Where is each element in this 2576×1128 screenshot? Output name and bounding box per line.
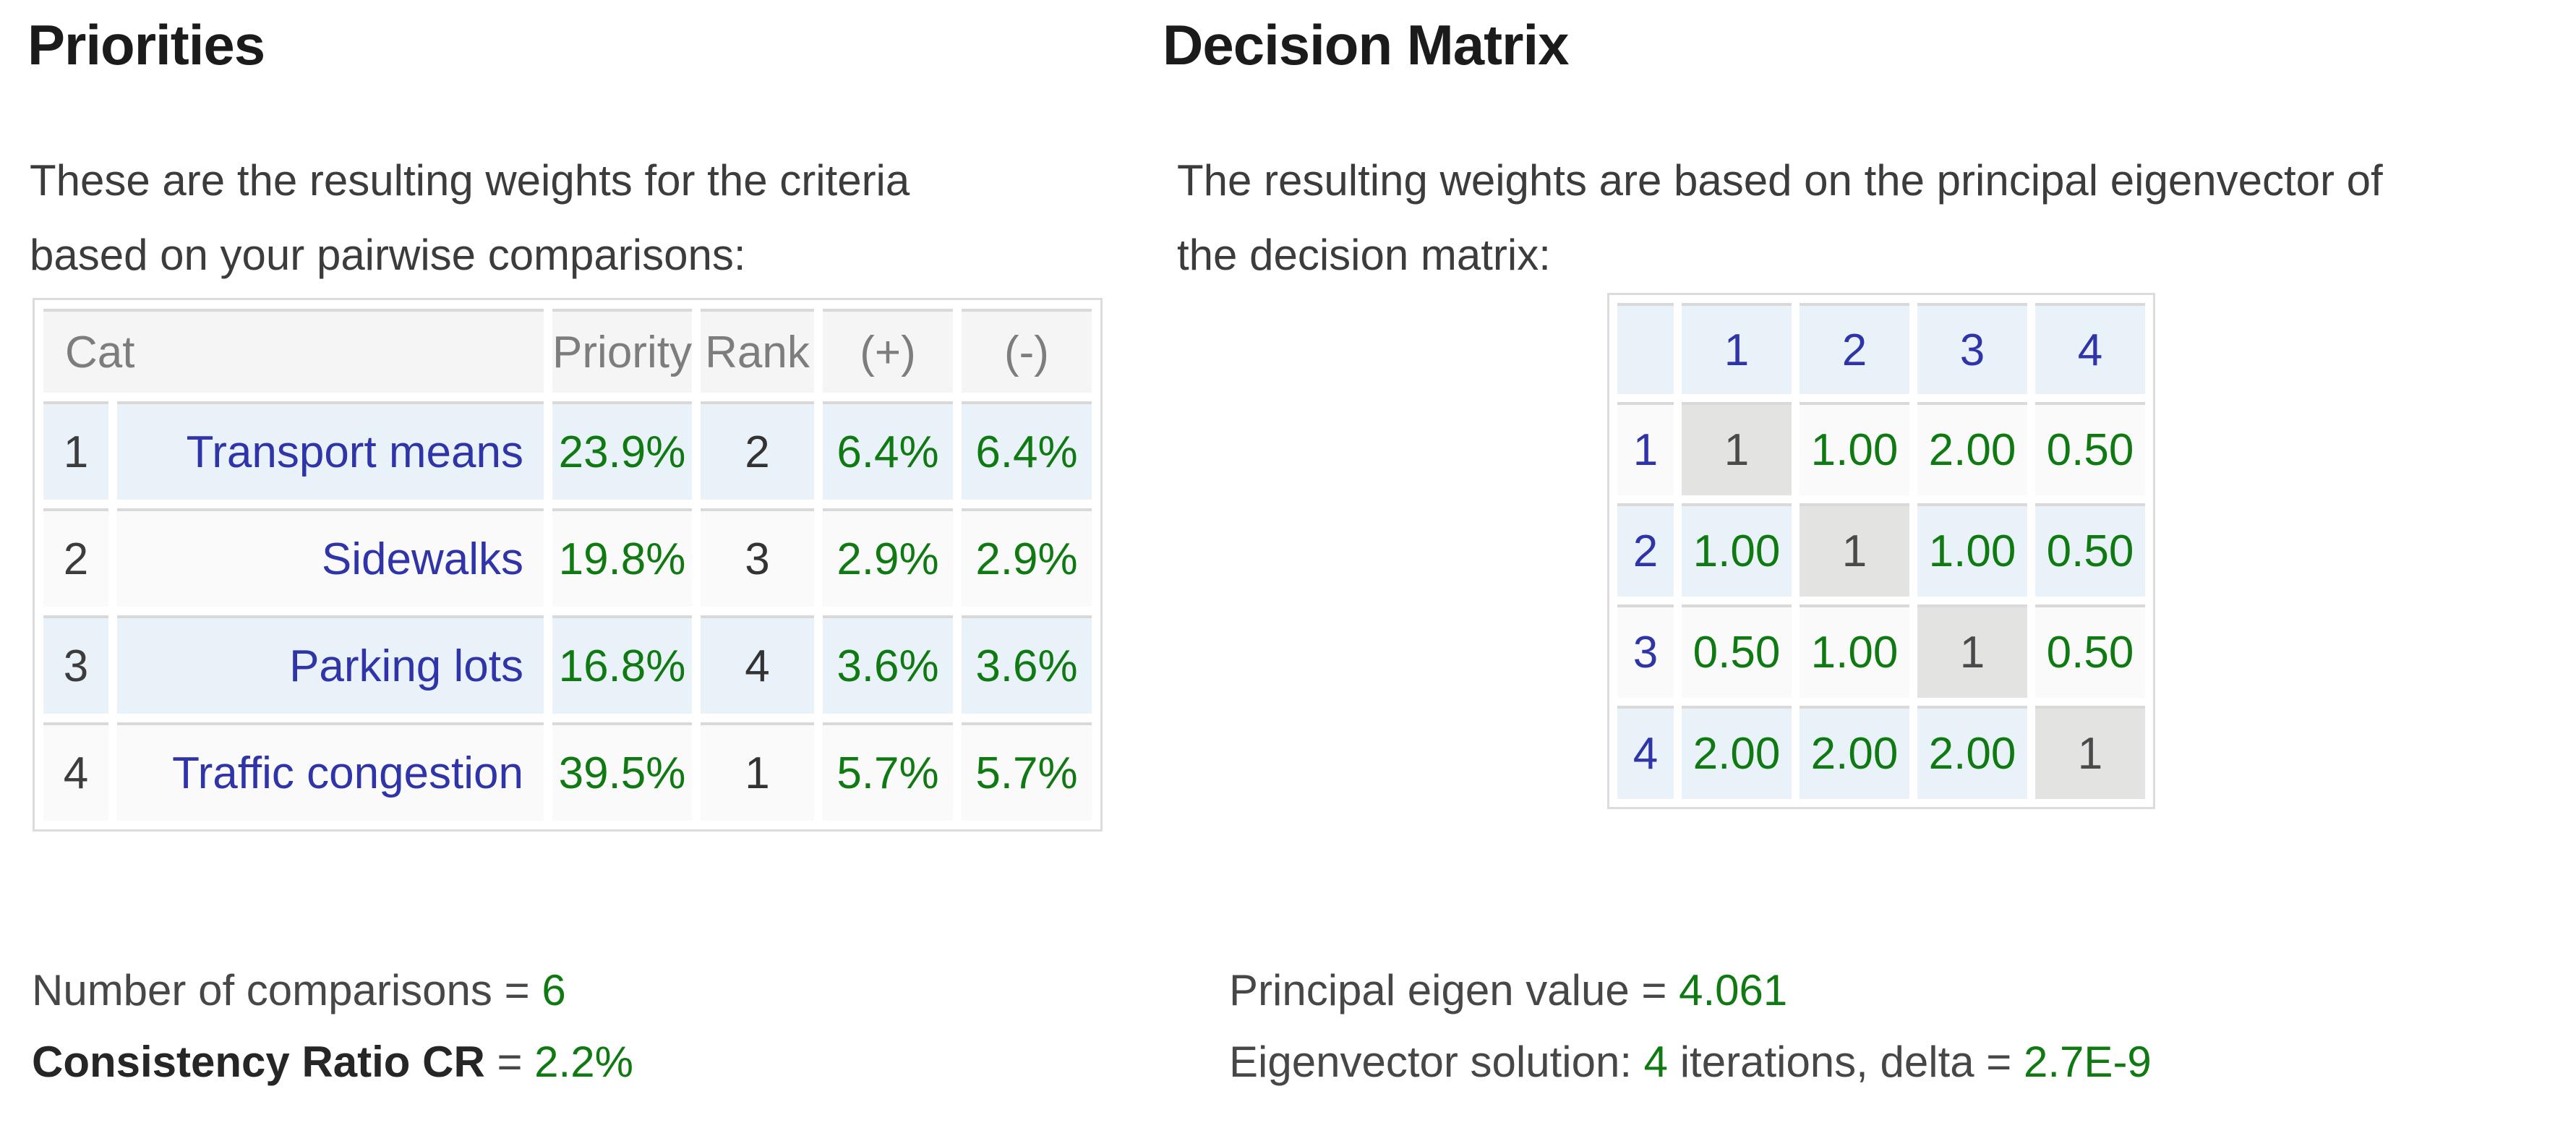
matrix-diagonal-cell: 1 (1917, 604, 2027, 698)
criterion-cell: Sidewalks (117, 508, 544, 607)
col-header-plus: (+) (823, 309, 953, 393)
matrix-cell: 0.50 (2035, 402, 2145, 495)
table-row: 1 Transport means 23.9% 2 6.4% 6.4% (43, 401, 1092, 500)
matrix-diagonal-cell: 1 (2035, 706, 2145, 799)
minus-value: 6.4% (962, 401, 1092, 500)
matrix-row: 2 1.00 1 1.00 0.50 (1617, 503, 2145, 597)
plus-value: 2.9% (823, 508, 953, 607)
criterion-link[interactable]: Parking lots (289, 641, 523, 691)
matrix-row: 3 0.50 1.00 1 0.50 (1617, 604, 2145, 698)
col-header-priority: Priority (552, 309, 692, 393)
equals-sign: = (504, 966, 530, 1014)
eigen-value-line: Principal eigen value = 4.061 (1229, 954, 2152, 1026)
eigenvector-solution-label: Eigenvector solution: (1229, 1038, 1632, 1086)
principal-eigen-value: 4.061 (1679, 966, 1788, 1014)
rank-badge: 4 (701, 615, 814, 714)
minus-value: 5.7% (962, 722, 1092, 821)
matrix-row: 1 1 1.00 2.00 0.50 (1617, 402, 2145, 495)
matrix-header-row: 1 2 3 4 (1617, 303, 2145, 394)
eigen-value-label: Principal eigen value (1229, 966, 1630, 1014)
matrix-diagonal-cell: 1 (1682, 402, 1792, 495)
minus-value: 3.6% (962, 615, 1092, 714)
matrix-cell: 2.00 (1917, 706, 2027, 799)
decision-matrix-description: The resulting weights are based on the p… (1177, 156, 2383, 279)
priority-value: 39.5% (552, 722, 692, 821)
row-number: 3 (43, 615, 108, 714)
matrix-diagonal-cell: 1 (1800, 503, 1909, 597)
matrix-row-label: 4 (1617, 706, 1674, 799)
table-row: 3 Parking lots 16.8% 4 3.6% 3.6% (43, 615, 1092, 714)
matrix-cell: 0.50 (1682, 604, 1792, 698)
plus-value: 6.4% (823, 401, 953, 500)
delta-value: 2.7E-9 (2024, 1038, 2152, 1086)
rank-badge: 1 (701, 722, 814, 821)
matrix-cell: 1.00 (1682, 503, 1792, 597)
matrix-col-header: 4 (2035, 303, 2145, 394)
criterion-link[interactable]: Sidewalks (321, 534, 523, 584)
rank-badge: 2 (701, 401, 814, 500)
rank-badge: 3 (701, 508, 814, 607)
delta-label: iterations, delta = (1679, 1038, 2012, 1086)
matrix-cell: 0.50 (2035, 503, 2145, 597)
matrix-cell: 0.50 (2035, 604, 2145, 698)
priorities-stats: Number of comparisons = 6 Consistency Ra… (32, 954, 633, 1098)
matrix-row: 4 2.00 2.00 2.00 1 (1617, 706, 2145, 799)
consistency-ratio-line: Consistency Ratio CR = 2.2% (32, 1026, 633, 1098)
matrix-cell: 1.00 (1917, 503, 2027, 597)
row-number: 4 (43, 722, 108, 821)
criterion-cell: Traffic congestion (117, 722, 544, 821)
priority-value: 16.8% (552, 615, 692, 714)
priorities-title: Priorities (27, 13, 265, 77)
matrix-row-label: 2 (1617, 503, 1674, 597)
comparisons-label: Number of comparisons (32, 966, 492, 1014)
priority-value: 19.8% (552, 508, 692, 607)
matrix-cell: 1.00 (1800, 604, 1909, 698)
eigenvector-solution-line: Eigenvector solution: 4 iterations, delt… (1229, 1026, 2152, 1098)
col-header-cat: Cat (43, 309, 544, 393)
plus-value: 5.7% (823, 722, 953, 821)
priorities-description: These are the resulting weights for the … (30, 156, 910, 279)
matrix-cell: 2.00 (1682, 706, 1792, 799)
equals-sign: = (1641, 966, 1667, 1014)
criterion-cell: Transport means (117, 401, 544, 500)
matrix-corner-cell (1617, 303, 1674, 394)
minus-value: 2.9% (962, 508, 1092, 607)
equals-sign: = (497, 1038, 523, 1086)
decision-matrix-stats: Principal eigen value = 4.061 Eigenvecto… (1229, 954, 2152, 1098)
table-row: 4 Traffic congestion 39.5% 1 5.7% 5.7% (43, 722, 1092, 821)
table-row: 2 Sidewalks 19.8% 3 2.9% 2.9% (43, 508, 1092, 607)
col-header-minus: (-) (962, 309, 1092, 393)
iterations-count: 4 (1643, 1038, 1669, 1086)
criterion-link[interactable]: Traffic congestion (172, 748, 523, 798)
matrix-cell: 2.00 (1800, 706, 1909, 799)
comparisons-value: 6 (542, 966, 566, 1014)
matrix-row-label: 3 (1617, 604, 1674, 698)
matrix-cell: 2.00 (1917, 402, 2027, 495)
col-header-rank: Rank (701, 309, 814, 393)
priorities-header-row: Cat Priority Rank (+) (-) (43, 309, 1092, 393)
matrix-cell: 1.00 (1800, 402, 1909, 495)
row-number: 2 (43, 508, 108, 607)
comparisons-line: Number of comparisons = 6 (32, 954, 633, 1026)
decision-matrix-title: Decision Matrix (1163, 13, 1570, 77)
plus-value: 3.6% (823, 615, 953, 714)
matrix-col-header: 3 (1917, 303, 2027, 394)
priorities-table: Cat Priority Rank (+) (-) 1 Transport me… (33, 298, 1103, 832)
criterion-link[interactable]: Transport means (186, 427, 523, 477)
matrix-col-header: 2 (1800, 303, 1909, 394)
decision-matrix-table: 1 2 3 4 1 1 1.00 2.00 0.50 2 1.00 1 1.00… (1607, 293, 2155, 809)
matrix-col-header: 1 (1682, 303, 1792, 394)
matrix-row-label: 1 (1617, 402, 1674, 495)
consistency-ratio-label: Consistency Ratio CR (32, 1038, 485, 1086)
priority-value: 23.9% (552, 401, 692, 500)
consistency-ratio-value: 2.2% (534, 1038, 633, 1086)
row-number: 1 (43, 401, 108, 500)
criterion-cell: Parking lots (117, 615, 544, 714)
